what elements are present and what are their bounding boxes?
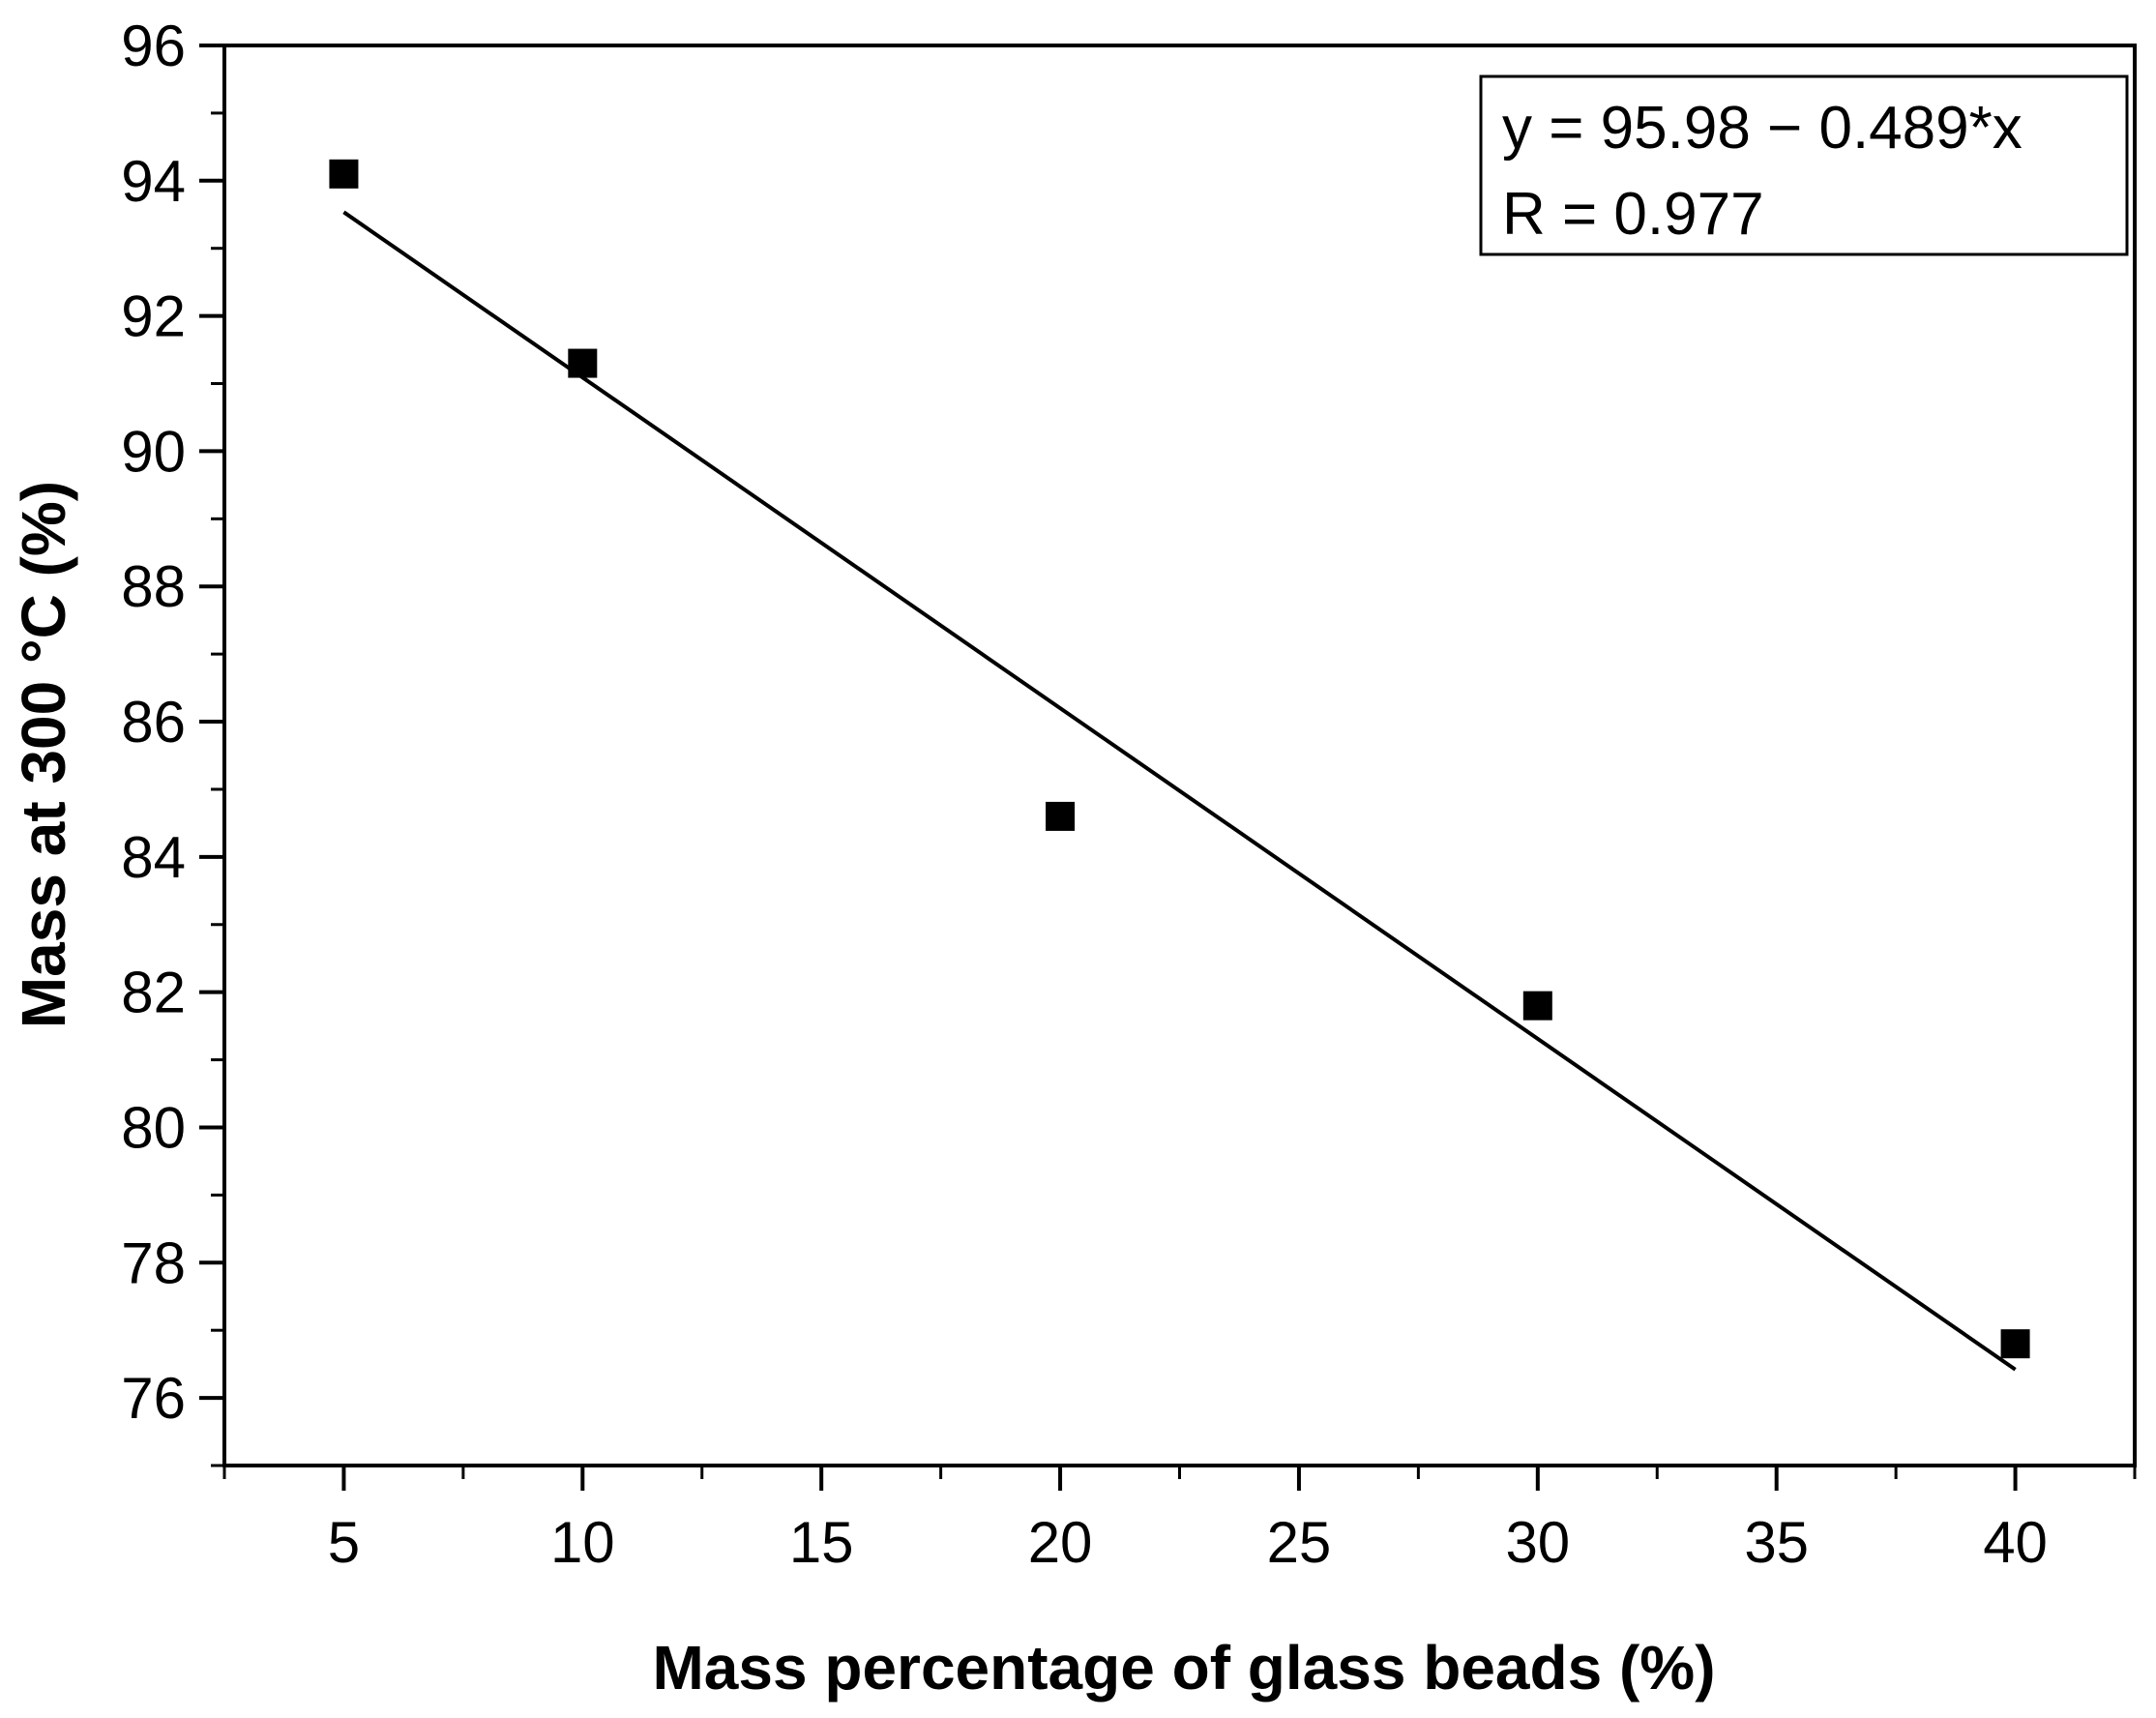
- data-point: [1522, 991, 1552, 1021]
- x-tick-label: 20: [1028, 1510, 1093, 1575]
- y-tick-label: 90: [121, 419, 186, 484]
- y-tick-label: 92: [121, 284, 186, 349]
- x-axis-title: Mass percentage of glass beads (%): [652, 1633, 1715, 1703]
- axis-tick-labels: 5 10 15 20 25 30 35 40 76 78 80 82 84 86 88 90 92 94 96: [121, 14, 2048, 1575]
- y-tick-label: 86: [121, 690, 186, 755]
- data-points: [329, 159, 2030, 1359]
- annotation-border: [1479, 74, 2129, 256]
- annotation-box: y = 95.98 − 0.489*x R = 0.977: [1479, 74, 2129, 256]
- y-tick-label: 94: [121, 149, 186, 214]
- data-point: [568, 348, 598, 378]
- data-point: [329, 159, 359, 189]
- y-axis-title: Mass at 300 °C (%): [9, 481, 78, 1028]
- x-tick-label: 35: [1744, 1510, 1809, 1575]
- y-tick-label: 82: [121, 961, 186, 1025]
- y-tick-label: 76: [121, 1366, 186, 1431]
- annotation-equation: y = 95.98 − 0.489*x: [1502, 95, 2023, 162]
- y-tick-label: 88: [121, 554, 186, 619]
- x-tick-label: 40: [1983, 1510, 2048, 1575]
- y-tick-label: 80: [121, 1095, 186, 1160]
- x-tick-label: 15: [789, 1510, 854, 1575]
- y-tick-label: 78: [121, 1230, 186, 1295]
- plot-frame: [222, 44, 2137, 1467]
- annotation-r-value: R = 0.977: [1502, 181, 1764, 248]
- data-point: [2000, 1329, 2030, 1359]
- x-tick-label: 5: [328, 1510, 360, 1575]
- x-tick-label: 30: [1505, 1510, 1570, 1575]
- x-tick-label: 10: [550, 1510, 615, 1575]
- y-tick-label: 96: [121, 14, 186, 78]
- axis-ticks: [199, 44, 2137, 1491]
- x-tick-label: 25: [1267, 1510, 1332, 1575]
- fit-line: [342, 210, 2017, 1372]
- y-tick-label: 84: [121, 825, 186, 890]
- data-point: [1046, 801, 1076, 831]
